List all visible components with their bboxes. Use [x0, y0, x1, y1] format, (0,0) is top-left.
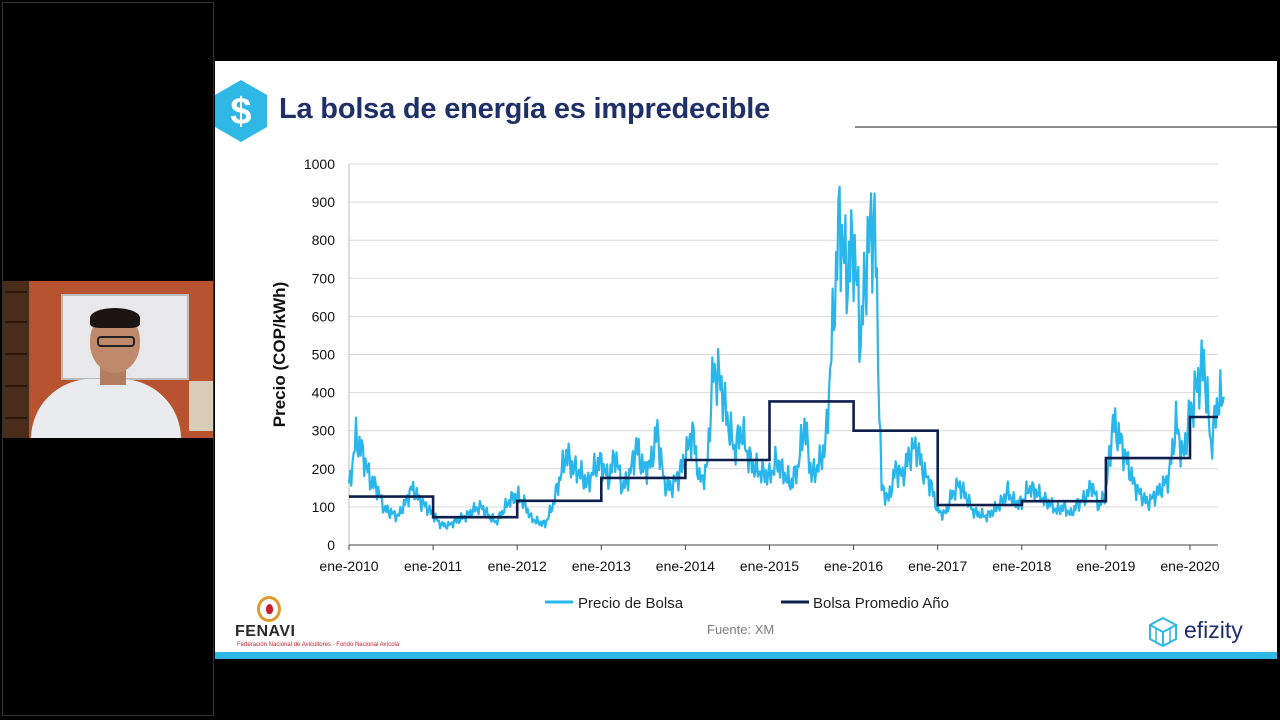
efizity-logo: efizity	[1149, 613, 1259, 649]
x-tick-label: ene-2011	[404, 558, 462, 574]
y-tick-label: 100	[312, 499, 336, 515]
efizity-logo-text: efizity	[1184, 617, 1243, 643]
x-tick-label: ene-2019	[1076, 558, 1135, 574]
y-tick-label: 1000	[304, 156, 335, 172]
background-box	[189, 381, 213, 431]
bookshelf	[3, 281, 29, 438]
legend-label-precio: Precio de Bolsa	[578, 595, 684, 612]
x-tick-label: ene-2016	[824, 558, 883, 574]
y-tick-label: 800	[312, 232, 336, 248]
series-precio-de-bolsa	[347, 185, 1225, 530]
title-divider	[855, 126, 1277, 128]
source-note: Fuente: XM	[707, 622, 775, 637]
x-tick-label: ene-2014	[656, 558, 715, 574]
y-axis-ticks: 0 100 200 300 400 500 600 700 800 900 1000	[304, 156, 335, 553]
price-chart: 0 100 200 300 400 500 600 700 800 900 1000 ene-201…	[270, 156, 1225, 612]
x-tick-label: ene-2020	[1160, 558, 1219, 574]
dollar-hexagon-icon: $	[215, 80, 267, 142]
fenavi-logo: FENAVI Federación Nacional de Avicultore…	[233, 596, 399, 652]
x-tick-label: ene-2013	[572, 558, 631, 574]
y-tick-label: 900	[312, 194, 336, 210]
presentation-slide: $ La bolsa de energía es impredecible 0 1…	[215, 61, 1277, 659]
y-tick-label: 500	[312, 347, 336, 363]
slide-title: La bolsa de energía es impredecible	[279, 93, 771, 125]
slide-header: $ La bolsa de energía es impredecible	[215, 79, 1277, 145]
x-tick-label: ene-2010	[319, 558, 378, 574]
presenter-hair	[90, 308, 140, 328]
chart-grid	[348, 163, 1218, 545]
presenter-glasses	[97, 336, 135, 347]
chart-legend: Precio de Bolsa Bolsa Promedio Año	[545, 595, 949, 612]
stacked-cubes-icon	[1149, 617, 1177, 647]
y-tick-label: 200	[312, 461, 336, 477]
webcam-feed[interactable]	[3, 281, 213, 438]
svg-text:$: $	[230, 91, 251, 133]
y-tick-label: 400	[312, 385, 336, 401]
x-tick-label: ene-2018	[992, 558, 1051, 574]
series-bolsa-promedio-anio	[349, 400, 1218, 519]
fenavi-logo-text: FENAVI	[235, 623, 296, 640]
presenter-shirt	[31, 379, 181, 438]
y-axis-label: Precio (COP/kWh)	[270, 282, 289, 427]
x-tick-label: ene-2015	[740, 558, 799, 574]
y-tick-label: 300	[312, 423, 336, 439]
x-tick-label: ene-2017	[908, 558, 967, 574]
x-tick-label: ene-2012	[488, 558, 547, 574]
slide-footer-bar	[215, 652, 1277, 659]
x-axis-ticks: ene-2010 ene-2011 ene-2012 ene-2013 ene-2014…	[319, 545, 1220, 574]
legend-label-promedio: Bolsa Promedio Año	[813, 595, 949, 612]
y-tick-label: 700	[312, 270, 336, 286]
fenavi-logo-subtitle: Federación Nacional de Avicultores · Fon…	[237, 642, 400, 648]
y-tick-label: 600	[312, 308, 336, 324]
y-tick-label: 0	[327, 537, 335, 553]
fenavi-emblem-icon	[257, 596, 281, 622]
